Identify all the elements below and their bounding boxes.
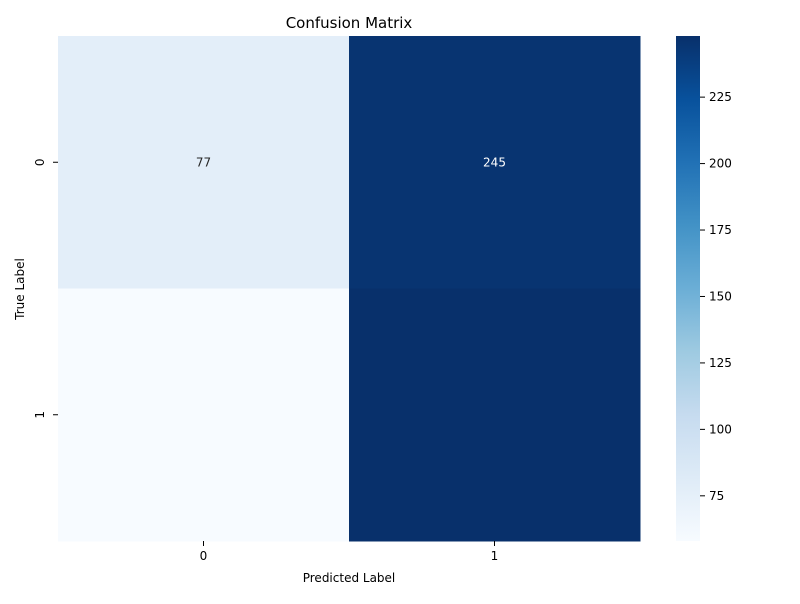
colorbar: 75 100 125 150 175 200 225 <box>676 36 732 541</box>
heatmap-cell-1-0 <box>58 288 350 542</box>
colorbar-gradient <box>676 36 700 541</box>
colorbar-tick-label: 75 <box>709 489 724 503</box>
heatmap-cell-0-1 <box>349 36 641 289</box>
colorbar-tick-label: 225 <box>709 90 732 104</box>
colorbar-tick-label: 125 <box>709 356 732 370</box>
colorbar-tick-label: 150 <box>709 289 732 303</box>
colorbar-tick-label: 100 <box>709 422 732 436</box>
heatmap-cells <box>58 36 641 542</box>
y-tick-label: 1 <box>33 411 47 419</box>
y-tick-label: 0 <box>33 158 47 166</box>
colorbar-tick-label: 175 <box>709 223 732 237</box>
cell-annotation-0-0: 77 <box>196 155 211 169</box>
heatmap-cell-1-1 <box>349 288 641 542</box>
x-tick-label: 0 <box>200 549 208 563</box>
y-axis: 01 <box>33 158 58 419</box>
cell-annotation-0-1: 245 <box>483 155 506 169</box>
chart-title: Confusion Matrix <box>286 14 413 32</box>
y-axis-label: True Label <box>13 258 27 321</box>
cell-annotations: 77 245 <box>196 155 506 169</box>
heatmap-cell-0-0 <box>58 36 350 289</box>
x-axis-label: Predicted Label <box>303 571 396 585</box>
colorbar-tick-label: 200 <box>709 157 732 171</box>
x-tick-label: 1 <box>491 549 499 563</box>
